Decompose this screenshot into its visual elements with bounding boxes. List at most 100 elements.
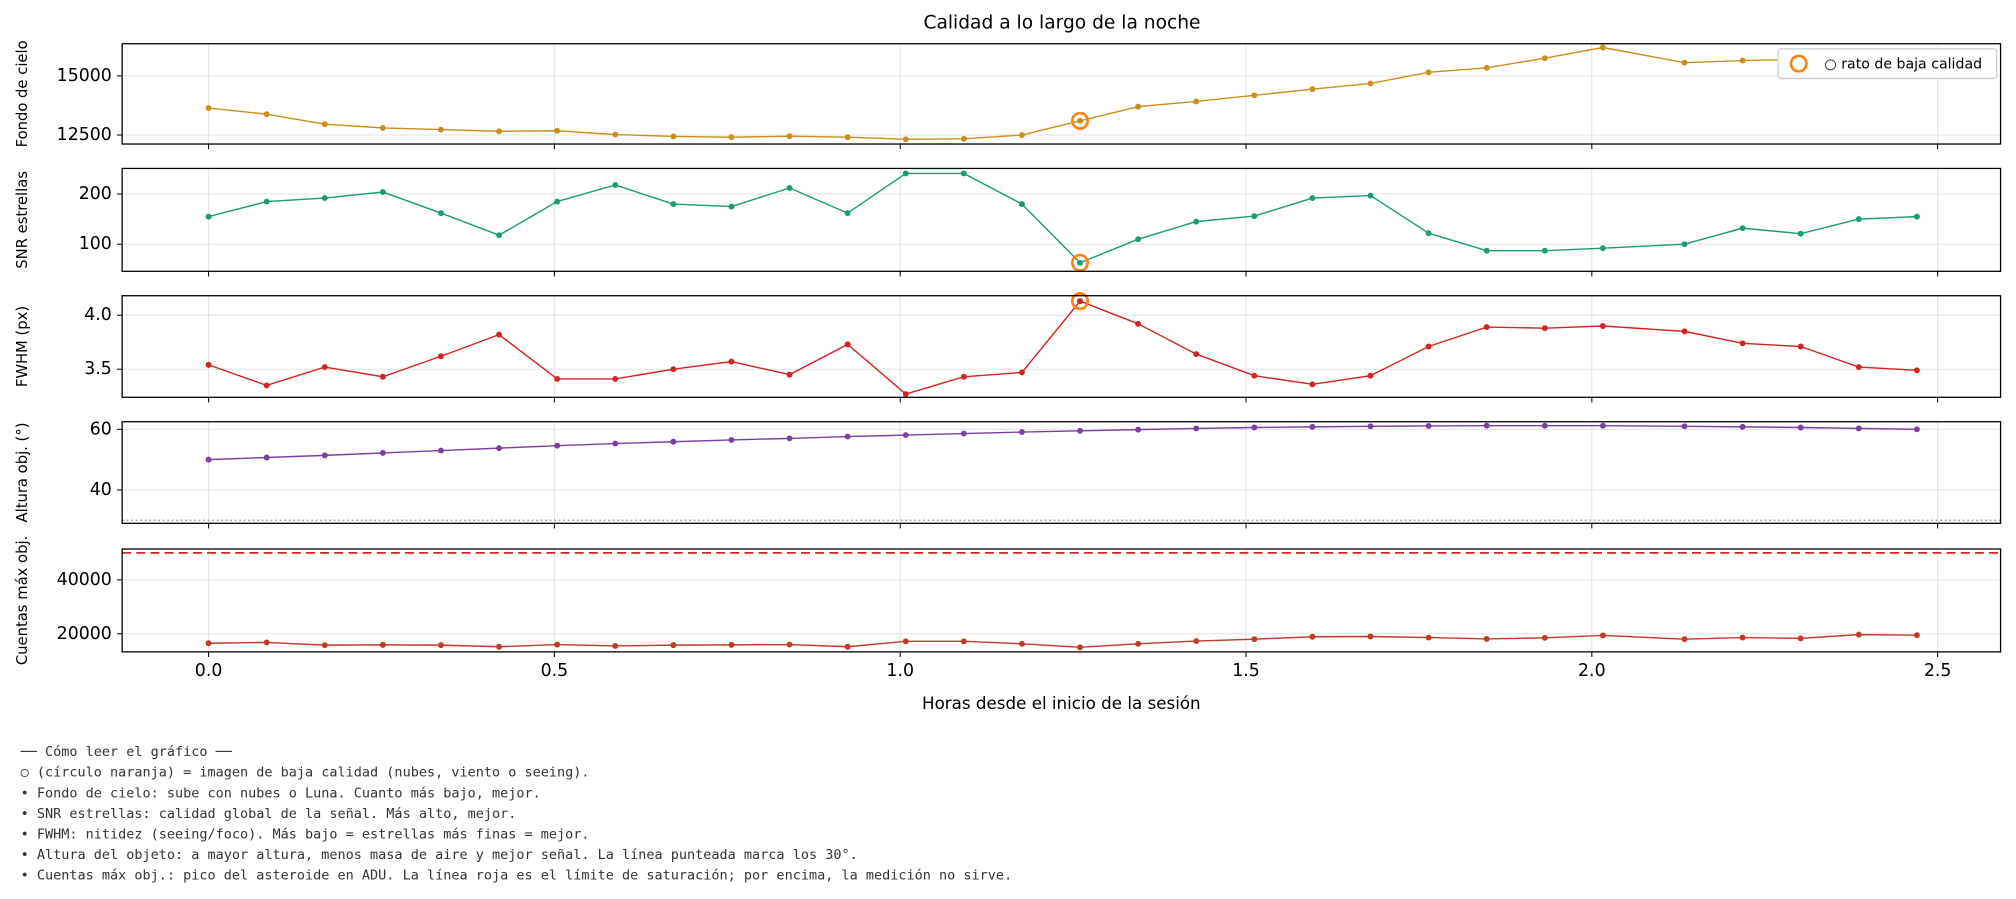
data-point [1193, 425, 1200, 432]
data-point [205, 105, 212, 112]
data-line [208, 300, 1917, 395]
data-point [728, 436, 735, 443]
data-point [496, 445, 503, 452]
data-point [1309, 423, 1316, 430]
data-point [1599, 323, 1606, 329]
data-point [263, 639, 270, 646]
data-point [786, 371, 793, 378]
data-point [612, 440, 619, 447]
data-point [496, 232, 503, 239]
data-point [1855, 631, 1862, 638]
data-point [1855, 425, 1862, 432]
data-point [1135, 640, 1142, 647]
legend-label: ○ rato de baja calidad [1824, 56, 1982, 72]
data-point [612, 375, 619, 382]
x-tick-label: 1.0 [886, 661, 914, 681]
legend: ○ rato de baja calidad [1777, 48, 1998, 80]
data-point [844, 210, 851, 217]
data-point [1483, 64, 1490, 71]
x-axis-label: Horas desde el inicio de la sesión [922, 693, 1201, 713]
data-point [786, 435, 793, 442]
data-point [1309, 633, 1316, 640]
data-point [379, 641, 386, 648]
data-point [1681, 636, 1688, 643]
data-point [1425, 634, 1432, 641]
data-point [902, 638, 909, 645]
data-point [438, 126, 444, 133]
y-tick-label: 40000 [57, 570, 112, 590]
data-point [554, 442, 561, 449]
data-point [960, 135, 967, 142]
data-point [1309, 86, 1316, 93]
y-tick-label: 40 [90, 480, 112, 500]
y-axis-label: SNR estrellas [14, 171, 31, 269]
data-point [902, 136, 909, 143]
data-point [1739, 225, 1746, 232]
data-point [1797, 343, 1804, 350]
data-point [612, 131, 619, 138]
data-point [1681, 241, 1688, 248]
data-point [1018, 369, 1025, 376]
data-point [670, 366, 677, 373]
plot-frame [121, 421, 2002, 524]
plot-frame [121, 43, 2002, 145]
data-point [1541, 55, 1548, 62]
low-quality-marker [1071, 253, 1090, 272]
data-point [438, 210, 444, 217]
data-point [1367, 372, 1374, 379]
data-point [1681, 59, 1688, 66]
data-point [438, 353, 444, 360]
data-point [612, 182, 619, 188]
data-point [1251, 636, 1258, 643]
data-point [670, 133, 677, 140]
data-point [321, 452, 328, 459]
data-point [1797, 424, 1804, 431]
data-point [1599, 245, 1606, 252]
data-point [1367, 192, 1374, 199]
data-point [1855, 216, 1862, 223]
plot-frame [121, 548, 2002, 653]
data-point [379, 124, 386, 131]
low-quality-marker [1071, 292, 1090, 311]
data-point [1541, 634, 1548, 641]
data-point [263, 198, 270, 205]
data-point [1483, 422, 1490, 429]
y-tick-label: 20000 [57, 624, 112, 644]
data-point [1018, 640, 1025, 647]
chart-title: Calidad a lo largo de la noche [923, 13, 1200, 34]
data-point [1425, 230, 1432, 237]
data-point [844, 643, 851, 650]
data-point [1135, 426, 1142, 433]
note-line: ── Cómo leer el gráfico ── [20, 744, 233, 760]
data-line [208, 633, 1917, 648]
data-point [844, 433, 851, 440]
data-point [902, 432, 909, 439]
data-point [438, 642, 444, 649]
data-point [1541, 422, 1548, 429]
x-tick-label: 0.5 [541, 661, 569, 681]
data-line [208, 424, 1917, 461]
data-point [1797, 230, 1804, 237]
y-tick-label: 3.5 [84, 359, 112, 379]
data-point [1739, 423, 1746, 430]
data-point [1913, 632, 1920, 639]
data-point [1739, 634, 1746, 641]
data-point [554, 198, 561, 205]
data-point [379, 189, 386, 195]
data-point [1018, 429, 1025, 435]
data-point [1483, 635, 1490, 642]
data-point [612, 642, 619, 649]
data-point [1367, 633, 1374, 640]
data-point [263, 111, 270, 118]
data-point [205, 456, 212, 463]
data-point [496, 643, 503, 650]
data-point [438, 447, 444, 454]
data-point [1739, 340, 1746, 347]
data-point [786, 185, 793, 191]
data-point [960, 430, 967, 437]
data-point [1425, 69, 1432, 76]
legend-box [1777, 48, 1998, 80]
data-point [786, 641, 793, 648]
plot-area [122, 549, 2001, 652]
